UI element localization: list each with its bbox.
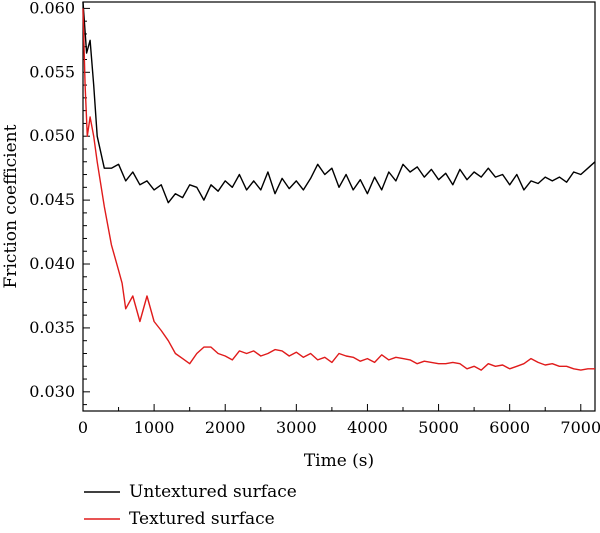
plot-frame [82,1,596,412]
series-line-textured [82,8,595,371]
x-tick-label: 0 [78,418,88,437]
x-tick-label: 2000 [205,418,246,437]
x-tick-label: 3000 [276,418,317,437]
y-tick-label: 0.030 [29,382,75,401]
series-line-untextured [82,1,596,204]
y-tick-label: 0.055 [29,62,75,81]
x-axis-label: Time (s) [304,451,374,471]
legend-label: Untextured surface [129,482,297,502]
x-tick-label: 7000 [560,418,600,437]
y-tick-label: 0.040 [29,254,75,273]
y-tick-label: 0.045 [29,190,75,209]
legend-label: Textured surface [129,509,275,529]
series-layer [82,1,596,371]
x-tick-label: 4000 [347,418,388,437]
y-tick-label: 0.050 [29,126,75,145]
tick-labels: 0 1000 2000 3000 4000 5000 6000 7000 0.030 0.035 0… [29,0,600,437]
y-axis-label: Friction coefficient [1,124,21,288]
x-tick-label: 5000 [418,418,459,437]
axis-ticks [82,7,582,411]
x-tick-label: 6000 [489,418,530,437]
x-tick-label: 1000 [134,418,175,437]
y-tick-label: 0.035 [29,318,75,337]
y-tick-label: 0.060 [29,0,75,17]
legend: Untextured surface Textured surface [84,482,297,529]
